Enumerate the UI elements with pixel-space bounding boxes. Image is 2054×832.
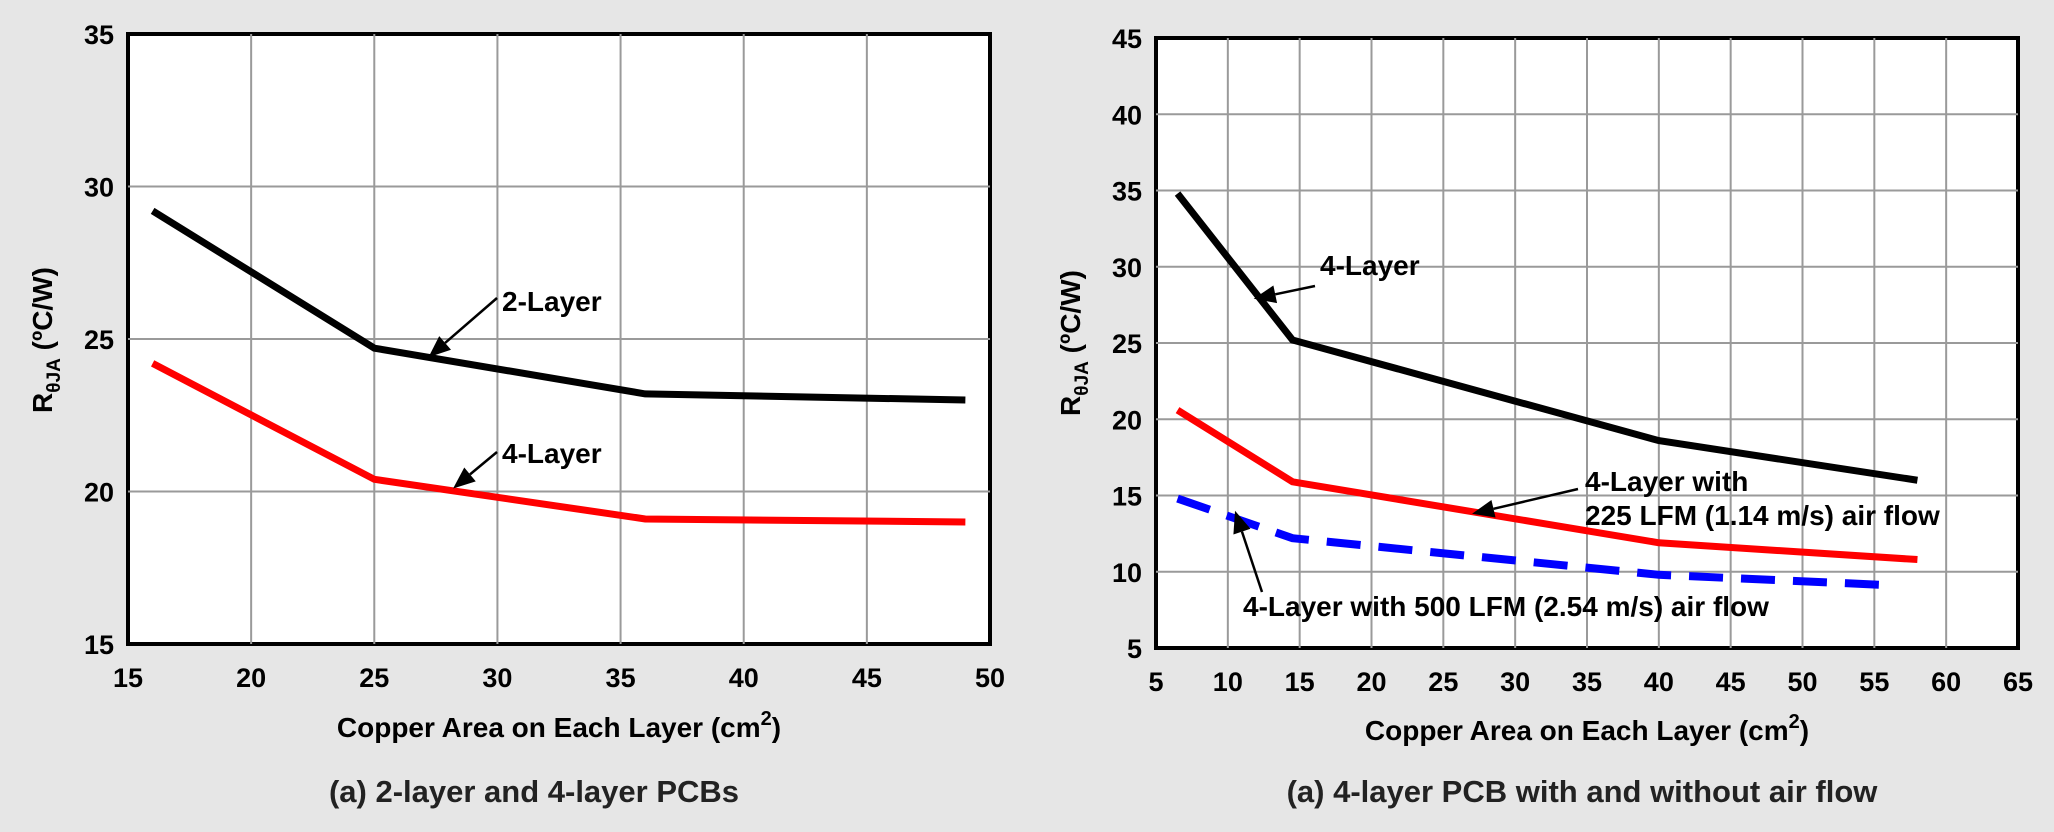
annotation-4-layer-arrow: [1274, 284, 1316, 296]
annotations: 4-Layer 4-Layer with 225 LFM (1.14 m/s) …: [1233, 250, 1940, 622]
y-tick-label: 35: [1112, 177, 1142, 207]
y-tick-label: 30: [1112, 253, 1142, 283]
series-line-4-layer: [151, 360, 966, 526]
x-tick-label: 30: [1500, 667, 1530, 697]
x-tick-label: 35: [606, 663, 636, 693]
x-tick-label: 35: [1572, 667, 1602, 697]
y-tick-label: 40: [1112, 100, 1142, 130]
annotation-2-layer-arrow: [444, 297, 498, 344]
y-tick-label: 25: [1112, 329, 1142, 359]
x-tick-label: 30: [482, 663, 512, 693]
annotation-225lfm-label: 4-Layer with 225 LFM (1.14 m/s) air flow: [1585, 466, 1940, 531]
chart-caption: (a) 2-layer and 4-layer PCBs: [329, 774, 739, 809]
x-tick-label: 40: [729, 663, 759, 693]
x-axis-label: Copper Area on Each Layer (cm2): [1365, 711, 1809, 746]
x-tick-label: 65: [2003, 667, 2033, 697]
y-axis-label: RθJA (ºC/W): [27, 267, 65, 413]
x-tick-label: 60: [1931, 667, 1961, 697]
annotation-225lfm-arrow: [1493, 487, 1579, 511]
x-tick-label: 25: [1428, 667, 1458, 697]
annotation-2-layer-label: 2-Layer: [502, 286, 602, 317]
arrowhead: [1233, 510, 1251, 535]
x-tick-label: 50: [975, 663, 1005, 693]
x-tick-label: 5: [1148, 667, 1163, 697]
x-tick-label: 45: [1716, 667, 1746, 697]
series-line-2-layer: [150, 207, 966, 404]
x-tick-label: 25: [359, 663, 389, 693]
x-tick-label: 15: [113, 663, 143, 693]
series-lines: [150, 207, 966, 526]
y-tick-label: 20: [84, 478, 114, 508]
chart-caption: (a) 4-layer PCB with and without air flo…: [1287, 774, 1879, 809]
annotation-500lfm-arrow: [1240, 531, 1264, 593]
chart-4layer-airflow: 5 10 15 20 25 30 35 40 45 50 55 60 65 5 10 15 20 25 30 35 40…: [1055, 24, 2033, 809]
y-tick-label: 25: [84, 325, 114, 355]
annotation-4-layer-label: 4-Layer: [1320, 250, 1420, 281]
x-tick-label: 50: [1787, 667, 1817, 697]
y-tick-label: 30: [84, 173, 114, 203]
annotation-4-layer-label: 4-Layer: [502, 438, 602, 469]
x-tick-label: 55: [1859, 667, 1889, 697]
arrowhead: [453, 467, 476, 489]
y-tick-label: 20: [1112, 405, 1142, 435]
x-tick-label: 20: [236, 663, 266, 693]
arrowhead: [1472, 500, 1496, 518]
gridlines: [128, 34, 990, 644]
y-tick-label: 5: [1127, 634, 1142, 664]
y-tick-label: 15: [84, 630, 114, 660]
arrowhead: [1253, 285, 1278, 304]
x-tick-label: 20: [1356, 667, 1386, 697]
chart-2layer-4layer: 15 20 25 30 35 40 45 50 15 20 25 30 35 2-Layer 4-Lay…: [27, 20, 1005, 809]
tick-labels: 15 20 25 30 35 40 45 50 15 20 25 30 35: [84, 20, 1005, 693]
annotation-500lfm-label: 4-Layer with 500 LFM (2.54 m/s) air flow: [1243, 591, 1769, 622]
y-tick-label: 35: [84, 20, 114, 50]
y-axis-label: RθJA (ºC/W): [1055, 270, 1093, 416]
series-line-4-layer: [1174, 191, 1918, 484]
y-tick-label: 45: [1112, 24, 1142, 54]
x-tick-label: 40: [1644, 667, 1674, 697]
tick-labels: 5 10 15 20 25 30 35 40 45 50 55 60 65 5 10 15 20 25 30 35 40…: [1112, 24, 2033, 697]
arrowhead: [428, 336, 451, 358]
annotations: 2-Layer 4-Layer: [428, 286, 602, 489]
x-tick-label: 10: [1213, 667, 1243, 697]
x-tick-label: 15: [1285, 667, 1315, 697]
gridlines: [1156, 38, 2018, 648]
y-tick-label: 10: [1112, 558, 1142, 588]
annotation-4-layer-arrow: [469, 451, 498, 476]
x-axis-label: Copper Area on Each Layer (cm2): [337, 708, 781, 743]
y-tick-label: 15: [1112, 482, 1142, 512]
x-tick-label: 45: [852, 663, 882, 693]
